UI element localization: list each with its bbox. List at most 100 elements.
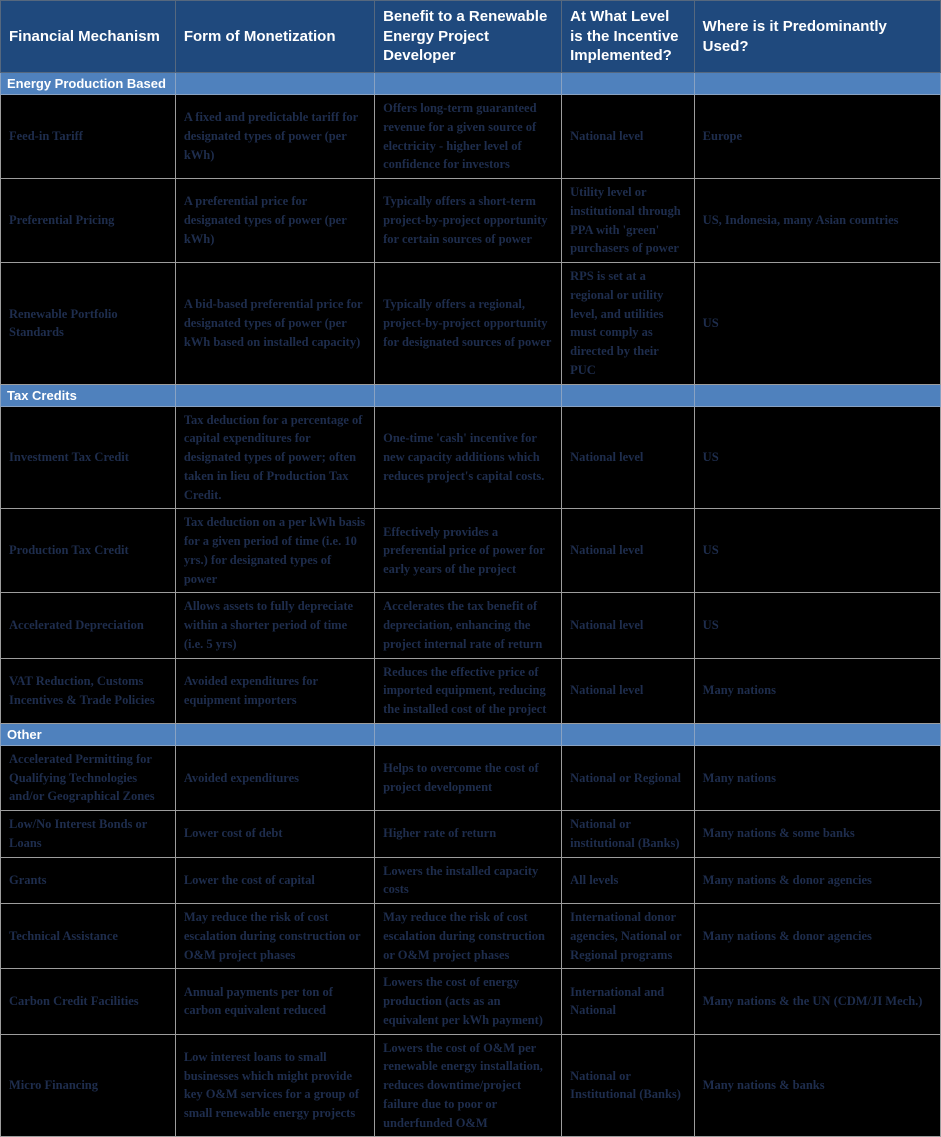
column-header-where-used: Where is it Predominantly Used? — [693, 0, 941, 73]
table-cell: RPS is set at a regional or utility leve… — [561, 262, 695, 385]
column-header-financial-mechanism: Financial Mechanism — [0, 0, 176, 73]
table-cell: May reduce the risk of cost escalation d… — [174, 902, 376, 970]
section-label: Other — [0, 722, 176, 746]
table-cell: Helps to overcome the cost of project de… — [374, 744, 563, 812]
table-cell: Lowers the installed capacity costs — [374, 856, 563, 904]
table-row: Investment Tax Credit Tax deduction for a… — [0, 405, 941, 510]
mechanism-cell: Grants — [0, 856, 176, 904]
table-cell: US — [693, 405, 941, 510]
table-cell: One-time 'cash' incentive for new capaci… — [374, 405, 563, 510]
section-label: Tax Credits — [0, 383, 176, 407]
table-cell: US — [693, 592, 941, 659]
section-cell-empty — [374, 722, 563, 746]
table-cell: A bid-based preferential price for desig… — [174, 262, 376, 385]
table-cell: Many nations & banks — [693, 1033, 941, 1137]
mechanism-cell: Technical Assistance — [0, 902, 176, 970]
table-cell: May reduce the risk of cost escalation d… — [374, 902, 563, 970]
table-cell: Typically offers a short-term project-by… — [374, 178, 563, 263]
table-cell: Many nations — [693, 657, 941, 724]
section-cell-empty — [174, 383, 376, 407]
table-cell: US — [693, 508, 941, 594]
table-cell: Tax deduction on a per kWh basis for a g… — [174, 508, 376, 594]
section-cell-empty — [174, 72, 376, 95]
table-cell: International and National — [561, 968, 695, 1035]
mechanism-cell: Accelerated Permitting for Qualifying Te… — [0, 744, 176, 812]
section-cell-empty — [561, 383, 695, 407]
mechanism-cell: VAT Reduction, Customs Incentives & Trad… — [0, 657, 176, 724]
table-cell: A fixed and predictable tariff for desig… — [174, 94, 376, 179]
table-row: Preferential Pricing A preferential price… — [0, 178, 941, 263]
section-cell-empty — [374, 383, 563, 407]
table-cell: National or Institutional (Banks) — [561, 1033, 695, 1137]
table-cell: Typically offers a regional, project-by-… — [374, 262, 563, 385]
table-row: VAT Reduction, Customs Incentives & Trad… — [0, 657, 941, 724]
section-row: Energy Production Based — [0, 72, 941, 95]
mechanism-cell: Investment Tax Credit — [0, 405, 176, 510]
mechanism-cell: Micro Financing — [0, 1033, 176, 1137]
section-cell-empty — [561, 722, 695, 746]
table-cell: National level — [561, 657, 695, 724]
section-row: Tax Credits — [0, 383, 941, 407]
section-cell-empty — [693, 383, 941, 407]
mechanism-cell: Low/No Interest Bonds or Loans — [0, 810, 176, 858]
table-cell: Many nations — [693, 744, 941, 812]
table-cell: Effectively provides a preferential pric… — [374, 508, 563, 594]
table-cell: Lower the cost of capital — [174, 856, 376, 904]
section-label: Energy Production Based — [0, 72, 176, 95]
table-cell: Allows assets to fully depreciate within… — [174, 592, 376, 659]
table-cell: National level — [561, 508, 695, 594]
table-row: Feed-in Tariff A fixed and predictable ta… — [0, 94, 941, 179]
table-cell: A preferential price for designated type… — [174, 178, 376, 263]
table-cell: Low interest loans to small businesses w… — [174, 1033, 376, 1137]
column-header-benefit: Benefit to a Renewable Energy Project De… — [374, 0, 563, 73]
table-cell: Avoided expenditures — [174, 744, 376, 812]
table-row: Grants Lower the cost of capital Lowers th… — [0, 856, 941, 904]
table-row: Technical Assistance May reduce the risk … — [0, 902, 941, 970]
table-cell: Annual payments per ton of carbon equiva… — [174, 968, 376, 1035]
section-cell-empty — [693, 722, 941, 746]
table-row: Production Tax Credit Tax deduction on a … — [0, 508, 941, 594]
table-cell: Lowers the cost of energy production (ac… — [374, 968, 563, 1035]
mechanism-cell: Renewable Portfolio Standards — [0, 262, 176, 385]
table-cell: Higher rate of return — [374, 810, 563, 858]
table-cell: Many nations & some banks — [693, 810, 941, 858]
table-cell: National or institutional (Banks) — [561, 810, 695, 858]
table-cell: Lower cost of debt — [174, 810, 376, 858]
table-cell: Tax deduction for a percentage of capita… — [174, 405, 376, 510]
column-header-level-implemented: At What Level is the Incentive Implement… — [561, 0, 695, 73]
mechanism-cell: Preferential Pricing — [0, 178, 176, 263]
table-row: Low/No Interest Bonds or Loans Lower cost… — [0, 810, 941, 858]
table-cell: National level — [561, 592, 695, 659]
table-header: Financial Mechanism Form of Monetization… — [0, 0, 941, 73]
table-cell: US, Indonesia, many Asian countries — [693, 178, 941, 263]
table-cell: Utility level or institutional through P… — [561, 178, 695, 263]
section-cell-empty — [374, 72, 563, 95]
mechanism-cell: Production Tax Credit — [0, 508, 176, 594]
section-cell-empty — [174, 722, 376, 746]
table-cell: National level — [561, 94, 695, 179]
table-cell: Many nations & donor agencies — [693, 902, 941, 970]
section-cell-empty — [693, 72, 941, 95]
table-cell: Many nations & the UN (CDM/JI Mech.) — [693, 968, 941, 1035]
table-cell: Offers long-term guaranteed revenue for … — [374, 94, 563, 179]
table-cell: Reduces the effective price of imported … — [374, 657, 563, 724]
mechanism-cell: Accelerated Depreciation — [0, 592, 176, 659]
table-cell: US — [693, 262, 941, 385]
table-row: Carbon Credit Facilities Annual payments … — [0, 968, 941, 1035]
table-cell: Europe — [693, 94, 941, 179]
table-row: Micro Financing Low interest loans to sma… — [0, 1033, 941, 1137]
table-row: Renewable Portfolio Standards A bid-based… — [0, 262, 941, 385]
table-cell: Many nations & donor agencies — [693, 856, 941, 904]
mechanism-cell: Feed-in Tariff — [0, 94, 176, 179]
table-row: Accelerated Depreciation Allows assets to… — [0, 592, 941, 659]
mechanism-cell: Carbon Credit Facilities — [0, 968, 176, 1035]
table-cell: Avoided expenditures for equipment impor… — [174, 657, 376, 724]
section-cell-empty — [561, 72, 695, 95]
table-cell: International donor agencies, National o… — [561, 902, 695, 970]
table-cell: National or Regional — [561, 744, 695, 812]
table-cell: National level — [561, 405, 695, 510]
section-row: Other — [0, 722, 941, 746]
table-cell: Accelerates the tax benefit of depreciat… — [374, 592, 563, 659]
table-cell: Lowers the cost of O&M per renewable ene… — [374, 1033, 563, 1137]
